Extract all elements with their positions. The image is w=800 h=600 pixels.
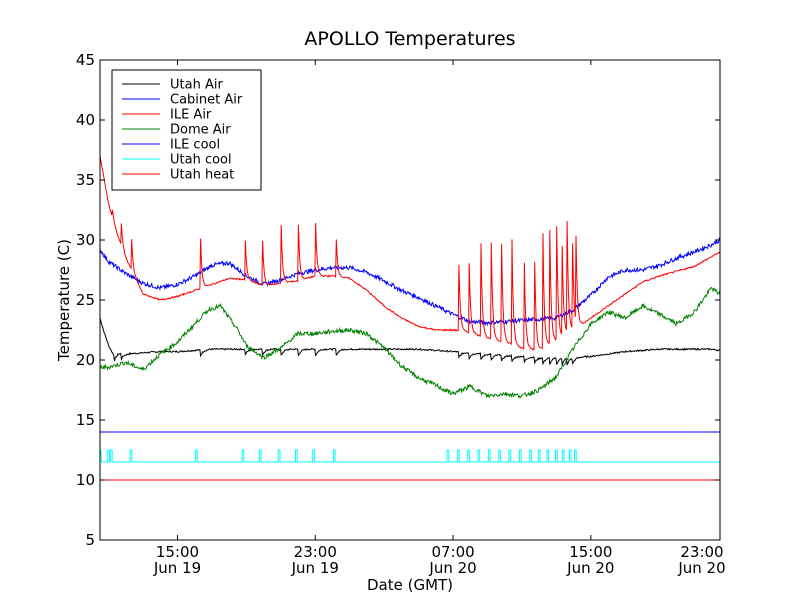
x-tick-time-label: 07:00 <box>431 543 474 561</box>
series-line-utah-air <box>99 317 721 367</box>
series-line-dome-air <box>99 286 721 399</box>
series-line-ile-air <box>99 155 721 351</box>
y-tick-label: 40 <box>76 111 95 129</box>
y-tick-label: 25 <box>76 291 95 309</box>
legend-label-utah-air: Utah Air <box>170 78 223 93</box>
x-tick-time-label: 23:00 <box>294 543 337 561</box>
y-tick-label: 30 <box>76 231 95 249</box>
x-tick-time-label: 23:00 <box>680 543 723 561</box>
y-tick-label: 15 <box>76 411 95 429</box>
legend-box <box>111 69 262 191</box>
y-axis-label: Temperature (C) <box>55 239 73 362</box>
y-tick-label: 20 <box>76 351 95 369</box>
x-tick-time-label: 15:00 <box>569 543 612 561</box>
x-tick-date-label: Jun 20 <box>677 559 725 577</box>
legend-label-ile-cool: ILE cool <box>170 138 220 153</box>
x-tick-date-label: Jun 20 <box>566 559 614 577</box>
chart-title: APOLLO Temperatures <box>304 28 515 50</box>
legend-label-cabinet-air: Cabinet Air <box>170 93 243 108</box>
x-tick-time-label: 15:00 <box>156 543 199 561</box>
x-tick-date-label: Jun 20 <box>428 559 476 577</box>
series-layer <box>99 155 721 481</box>
legend-label-utah-cool: Utah cool <box>170 153 232 168</box>
legend-label-utah-heat: Utah heat <box>170 168 234 183</box>
series-line-utah-cool <box>100 449 720 463</box>
x-tick-date-label: Jun 19 <box>291 559 339 577</box>
legend-label-ile-air: ILE Air <box>170 108 212 123</box>
y-tick-label: 35 <box>76 171 95 189</box>
legend-label-dome-air: Dome Air <box>170 123 231 138</box>
y-tick-label: 45 <box>76 51 95 69</box>
x-tick-date-label: Jun 19 <box>153 559 201 577</box>
x-axis-label: Date (GMT) <box>367 576 453 594</box>
y-tick-label: 5 <box>85 531 95 549</box>
y-tick-label: 10 <box>76 471 95 489</box>
series-line-cabinet-air <box>99 237 721 327</box>
